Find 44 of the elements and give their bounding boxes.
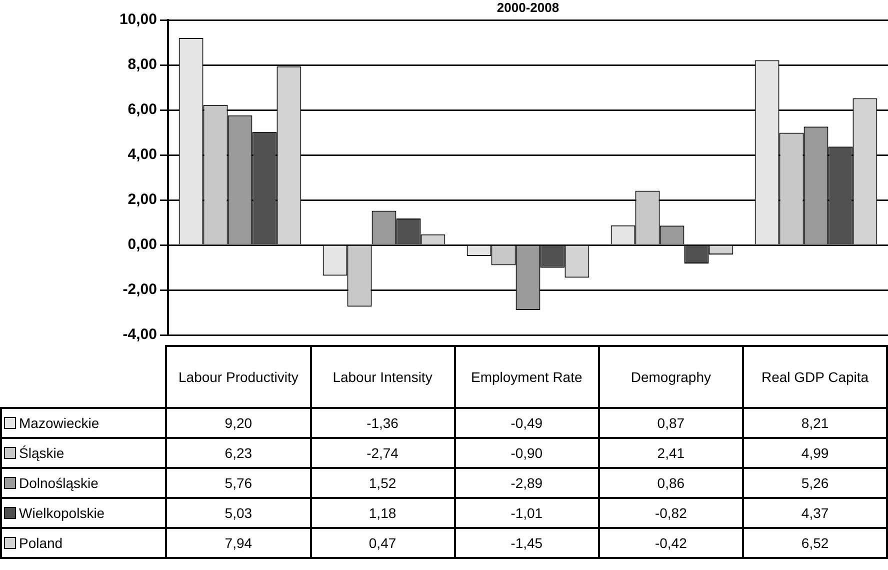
data-label: 1,52 [310,468,455,498]
legend-label: Wielkopolskie [1,498,166,528]
y-tick-label: 6,00 [128,101,157,118]
legend-label: Mazowieckie [1,408,166,438]
chart-title: 2000-2008 [496,0,560,15]
data-label: -1,45 [454,528,599,558]
data-label: 8,21 [743,408,887,438]
data-label: 5,03 [166,498,311,528]
y-tick-label: -2,00 [122,281,157,298]
data-label: -0,42 [598,528,744,558]
data-label: -1,36 [310,408,455,438]
legend-label: Poland [1,528,166,558]
data-label: -0,49 [454,408,599,438]
x-tick-label: Employment Rate [454,346,599,408]
data-label: 2,41 [598,438,744,468]
legend-label: Śląskie [1,438,166,468]
data-label: -1,01 [454,498,599,528]
x-tick-label: Labour Intensity [310,346,455,408]
data-label: 4,99 [743,438,887,468]
data-label: -0,82 [598,498,744,528]
data-label: 6,52 [743,528,887,558]
x-tick-label: Real GDP Capita [743,346,887,408]
data-label: 0,87 [598,408,744,438]
data-label: 5,26 [743,468,887,498]
data-label: 0,86 [598,468,744,498]
y-tick-label: -4,00 [122,326,157,344]
data-label: 7,94 [166,528,311,558]
data-label: 9,20 [166,408,311,438]
y-tick-label: 4,00 [128,146,157,164]
y-tick-label: 10,00 [119,11,157,28]
data-label: -2,89 [454,468,599,498]
data-label: 1,18 [310,498,455,528]
data-label: 5,76 [166,468,311,498]
x-tick-label: Demography [598,346,744,408]
data-label: -0,90 [454,438,599,468]
data-label: 4,37 [743,498,887,528]
y-tick-label: 2,00 [128,191,157,208]
x-tick-label: Labour Productivity [166,346,311,408]
data-label: 6,23 [166,438,311,468]
y-tick-label: 8,00 [128,56,157,74]
legend-label: Dolnośląskie [1,468,166,498]
y-tick-label: 0,00 [128,236,157,254]
data-label: -2,74 [310,438,455,468]
data-label: 0,47 [310,528,455,558]
